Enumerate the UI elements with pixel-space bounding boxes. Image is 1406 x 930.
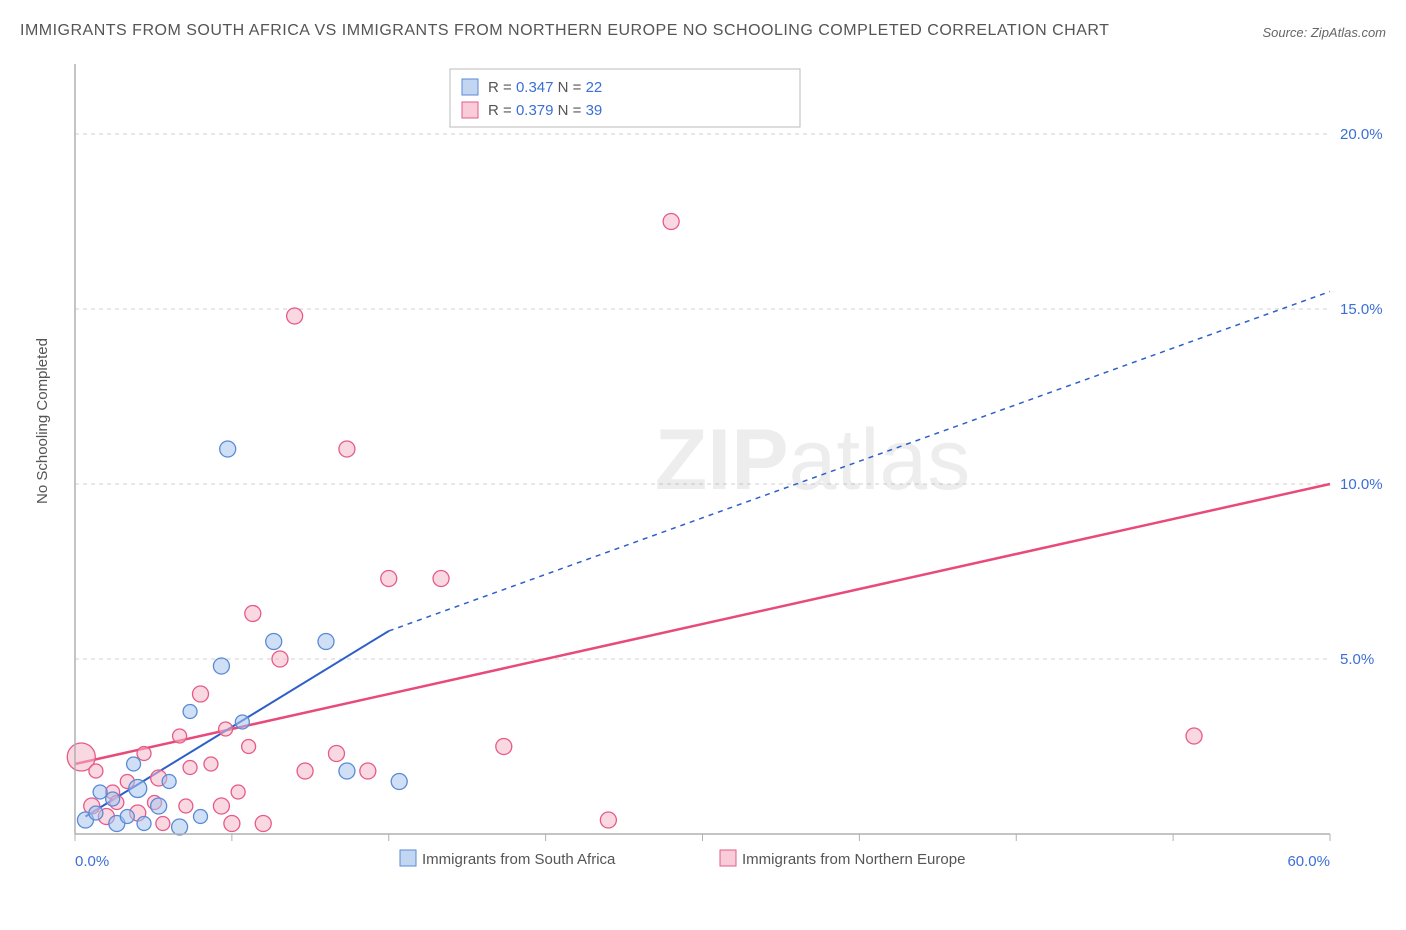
- data-point: [156, 817, 170, 831]
- data-point: [433, 571, 449, 587]
- data-point: [213, 798, 229, 814]
- data-point: [255, 816, 271, 832]
- y-tick-label: 15.0%: [1340, 301, 1383, 318]
- chart-title: IMMIGRANTS FROM SOUTH AFRICA VS IMMIGRAN…: [20, 16, 1109, 46]
- data-point: [381, 571, 397, 587]
- data-point: [224, 816, 240, 832]
- data-point: [162, 775, 176, 789]
- trend-line-northern-europe: [75, 484, 1330, 764]
- data-point: [600, 812, 616, 828]
- data-point: [266, 634, 282, 650]
- data-point: [89, 806, 103, 820]
- data-point: [179, 799, 193, 813]
- data-point: [194, 810, 208, 824]
- data-point: [137, 747, 151, 761]
- y-tick-label: 10.0%: [1340, 476, 1383, 493]
- y-tick-label: 20.0%: [1340, 126, 1383, 143]
- data-point: [151, 798, 167, 814]
- data-point: [127, 757, 141, 771]
- data-point: [391, 774, 407, 790]
- legend-label-south-africa: Immigrants from South Africa: [422, 851, 616, 868]
- data-point: [328, 746, 344, 762]
- source-label: Source: ZipAtlas.com: [1262, 25, 1386, 40]
- chart-header: IMMIGRANTS FROM SOUTH AFRICA VS IMMIGRAN…: [20, 16, 1386, 46]
- data-point: [89, 764, 103, 778]
- data-point: [272, 651, 288, 667]
- data-point: [297, 763, 313, 779]
- legend-swatch-south-africa: [400, 850, 416, 866]
- legend-stats-south-africa: R = 0.347 N = 22: [488, 79, 602, 96]
- data-point: [93, 785, 107, 799]
- scatter-chart: ZIPatlas 0.0% 60.0% 5.0% 10.0% 15.0% 20.0% No S…: [20, 54, 1386, 884]
- data-point: [287, 308, 303, 324]
- data-point: [204, 757, 218, 771]
- data-point: [663, 214, 679, 230]
- data-point: [231, 785, 245, 799]
- legend-stats-northern-europe: R = 0.379 N = 39: [488, 102, 602, 119]
- data-point: [129, 780, 147, 798]
- y-tick-label: 5.0%: [1340, 651, 1374, 668]
- x-tick-label: 60.0%: [1287, 853, 1330, 870]
- data-point: [245, 606, 261, 622]
- data-point: [193, 686, 209, 702]
- data-point: [496, 739, 512, 755]
- data-point: [173, 729, 187, 743]
- data-point: [106, 792, 120, 806]
- data-point: [219, 722, 233, 736]
- x-tick-label: 0.0%: [75, 853, 109, 870]
- data-point: [360, 763, 376, 779]
- data-point: [242, 740, 256, 754]
- data-point: [213, 658, 229, 674]
- data-point: [1186, 728, 1202, 744]
- legend-label-northern-europe: Immigrants from Northern Europe: [742, 851, 965, 868]
- y-axis-label: No Schooling Completed: [34, 338, 51, 504]
- legend-swatch-northern-europe: [462, 102, 478, 118]
- legend-swatch-northern-europe: [720, 850, 736, 866]
- chart-container: ZIPatlas 0.0% 60.0% 5.0% 10.0% 15.0% 20.0% No S…: [20, 54, 1386, 884]
- data-point: [172, 819, 188, 835]
- data-point: [183, 761, 197, 775]
- trend-line-south-africa-extended: [389, 292, 1330, 632]
- legend-swatch-south-africa: [462, 79, 478, 95]
- watermark: ZIPatlas: [655, 412, 970, 508]
- data-point: [339, 441, 355, 457]
- data-point: [339, 763, 355, 779]
- data-point: [235, 715, 249, 729]
- data-point: [220, 441, 236, 457]
- data-point: [318, 634, 334, 650]
- data-point: [137, 817, 151, 831]
- data-point: [183, 705, 197, 719]
- data-point: [120, 810, 134, 824]
